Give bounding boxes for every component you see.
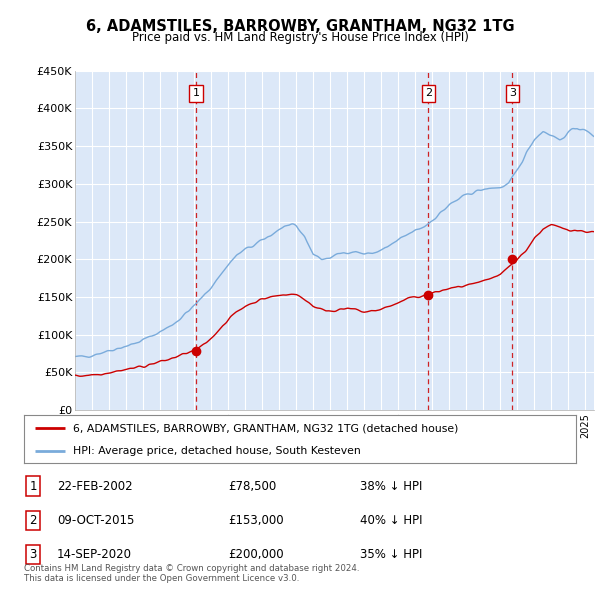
- Text: 38% ↓ HPI: 38% ↓ HPI: [360, 480, 422, 493]
- Text: 14-SEP-2020: 14-SEP-2020: [57, 548, 132, 561]
- Text: Contains HM Land Registry data © Crown copyright and database right 2024.
This d: Contains HM Land Registry data © Crown c…: [24, 563, 359, 583]
- Text: 2: 2: [29, 514, 37, 527]
- Text: £200,000: £200,000: [228, 548, 284, 561]
- Text: 09-OCT-2015: 09-OCT-2015: [57, 514, 134, 527]
- Text: 40% ↓ HPI: 40% ↓ HPI: [360, 514, 422, 527]
- Text: £78,500: £78,500: [228, 480, 276, 493]
- Text: 2: 2: [425, 88, 432, 99]
- Text: £153,000: £153,000: [228, 514, 284, 527]
- Text: 6, ADAMSTILES, BARROWBY, GRANTHAM, NG32 1TG: 6, ADAMSTILES, BARROWBY, GRANTHAM, NG32 …: [86, 19, 514, 34]
- Text: 1: 1: [193, 88, 200, 99]
- Text: 3: 3: [509, 88, 516, 99]
- Text: HPI: Average price, detached house, South Kesteven: HPI: Average price, detached house, Sout…: [73, 446, 361, 456]
- Text: 3: 3: [29, 548, 37, 561]
- Text: 35% ↓ HPI: 35% ↓ HPI: [360, 548, 422, 561]
- Text: 1: 1: [29, 480, 37, 493]
- Text: 6, ADAMSTILES, BARROWBY, GRANTHAM, NG32 1TG (detached house): 6, ADAMSTILES, BARROWBY, GRANTHAM, NG32 …: [73, 423, 458, 433]
- Text: 22-FEB-2002: 22-FEB-2002: [57, 480, 133, 493]
- Text: Price paid vs. HM Land Registry's House Price Index (HPI): Price paid vs. HM Land Registry's House …: [131, 31, 469, 44]
